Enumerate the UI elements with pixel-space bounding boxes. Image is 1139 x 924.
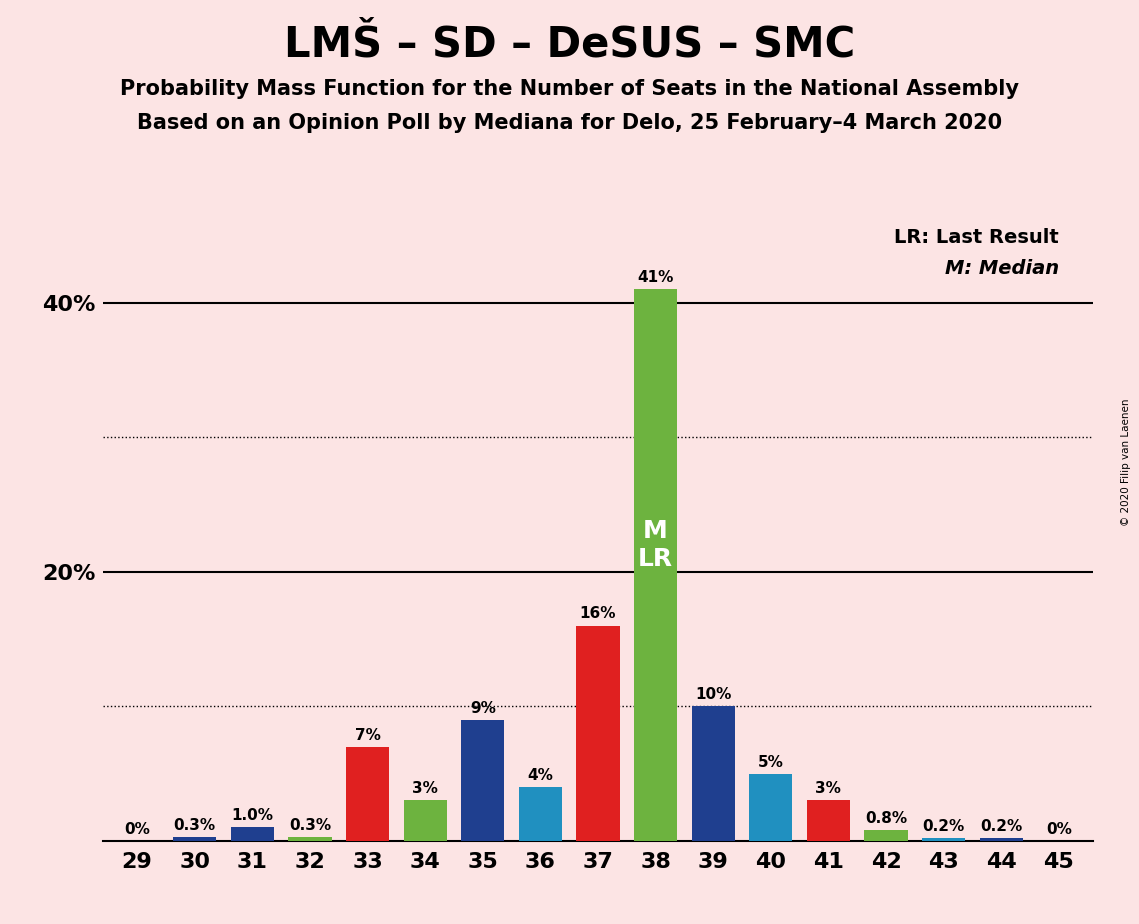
Bar — [403, 800, 446, 841]
Text: Based on an Opinion Poll by Mediana for Delo, 25 February–4 March 2020: Based on an Opinion Poll by Mediana for … — [137, 113, 1002, 133]
Text: 3%: 3% — [412, 782, 439, 796]
Bar — [231, 827, 273, 841]
Text: 41%: 41% — [638, 270, 674, 285]
Text: 4%: 4% — [527, 768, 554, 783]
Bar — [691, 706, 735, 841]
Text: Probability Mass Function for the Number of Seats in the National Assembly: Probability Mass Function for the Number… — [120, 79, 1019, 99]
Text: 7%: 7% — [354, 727, 380, 743]
Text: 9%: 9% — [469, 700, 495, 716]
Bar — [865, 830, 908, 841]
Text: 0.2%: 0.2% — [923, 819, 965, 834]
Text: 0%: 0% — [124, 821, 150, 837]
Text: 1.0%: 1.0% — [231, 808, 273, 823]
Bar — [346, 747, 390, 841]
Text: M: Median: M: Median — [944, 260, 1059, 278]
Text: M
LR: M LR — [638, 519, 673, 571]
Text: 10%: 10% — [695, 687, 731, 702]
Text: 16%: 16% — [580, 606, 616, 622]
Text: 0.3%: 0.3% — [173, 818, 215, 833]
Bar — [634, 289, 678, 841]
Bar — [980, 838, 1023, 841]
Text: 3%: 3% — [816, 782, 842, 796]
Text: 0.8%: 0.8% — [865, 811, 907, 826]
Text: 0%: 0% — [1046, 821, 1072, 837]
Bar — [749, 773, 793, 841]
Bar — [923, 838, 965, 841]
Text: LMŠ – SD – DeSUS – SMC: LMŠ – SD – DeSUS – SMC — [284, 23, 855, 65]
Text: LR: Last Result: LR: Last Result — [894, 228, 1059, 248]
Text: 0.2%: 0.2% — [981, 819, 1023, 834]
Bar — [518, 787, 562, 841]
Bar — [461, 720, 505, 841]
Bar — [576, 626, 620, 841]
Bar — [173, 837, 216, 841]
Bar — [806, 800, 850, 841]
Text: 5%: 5% — [757, 755, 784, 770]
Bar — [288, 837, 331, 841]
Text: © 2020 Filip van Laenen: © 2020 Filip van Laenen — [1121, 398, 1131, 526]
Text: 0.3%: 0.3% — [289, 818, 331, 833]
